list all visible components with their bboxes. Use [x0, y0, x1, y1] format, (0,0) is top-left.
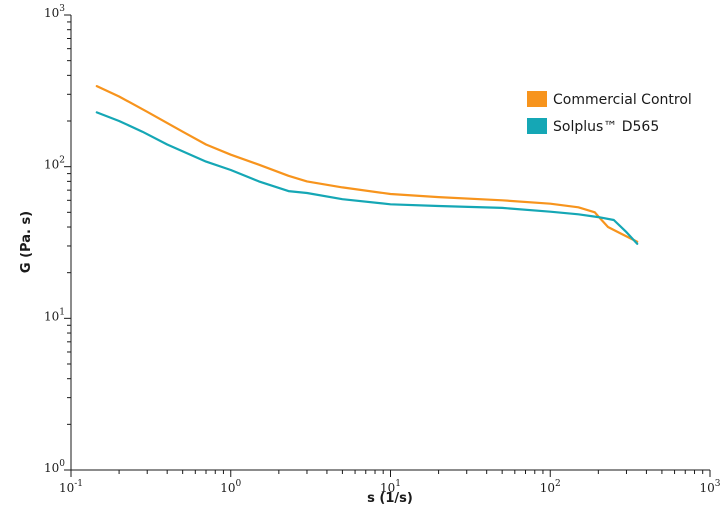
y-tick-label: 102	[44, 156, 65, 172]
series-line-1	[95, 84, 639, 243]
legend-label-1: Commercial Control	[553, 92, 692, 108]
y-tick-label: 100	[44, 459, 65, 475]
y-axis-title: G (Pa. s)	[19, 211, 34, 273]
legend-label-2: Solplus™ D565	[553, 119, 659, 135]
series-lines	[95, 84, 639, 245]
y-tick-label: 101	[44, 307, 65, 323]
x-tick-label: 10-1	[59, 479, 83, 495]
y-tick-label: 103	[44, 4, 65, 20]
x-axis-title: s (1/s)	[367, 491, 413, 506]
x-tick-label: 103	[699, 479, 720, 495]
legend-swatch-2	[527, 118, 547, 134]
axis-ticks	[64, 14, 711, 477]
legend-swatch-1	[527, 91, 547, 107]
x-tick-label: 102	[540, 479, 561, 495]
series-line-2	[95, 111, 639, 245]
x-tick-label: 100	[220, 479, 241, 495]
legend: Commercial Control Solplus™ D565	[527, 91, 692, 135]
